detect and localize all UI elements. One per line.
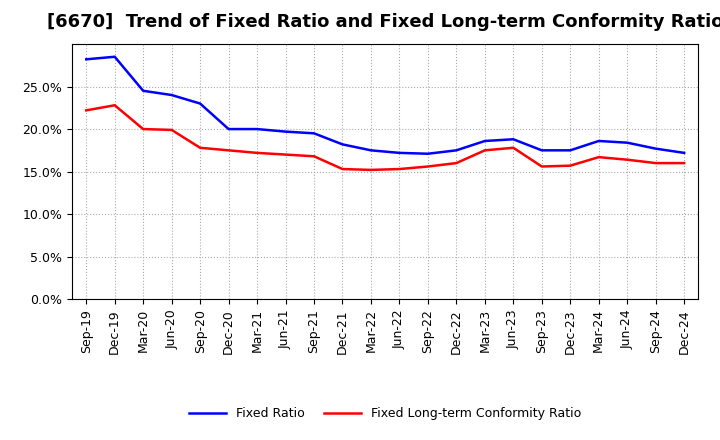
Fixed Ratio — [167, 92, 176, 98]
Fixed Long-term Conformity Ratio — [395, 166, 404, 172]
Fixed Ratio — [282, 129, 290, 134]
Fixed Ratio — [225, 126, 233, 132]
Fixed Ratio — [537, 148, 546, 153]
Fixed Ratio — [110, 54, 119, 59]
Fixed Long-term Conformity Ratio — [366, 167, 375, 172]
Fixed Ratio — [366, 148, 375, 153]
Fixed Ratio — [480, 138, 489, 143]
Fixed Long-term Conformity Ratio — [110, 103, 119, 108]
Fixed Long-term Conformity Ratio — [338, 166, 347, 172]
Fixed Long-term Conformity Ratio — [652, 161, 660, 166]
Fixed Long-term Conformity Ratio — [139, 126, 148, 132]
Fixed Long-term Conformity Ratio — [509, 145, 518, 150]
Fixed Ratio — [680, 150, 688, 155]
Fixed Ratio — [623, 140, 631, 145]
Fixed Long-term Conformity Ratio — [253, 150, 261, 155]
Fixed Ratio — [253, 126, 261, 132]
Title: [6670]  Trend of Fixed Ratio and Fixed Long-term Conformity Ratio: [6670] Trend of Fixed Ratio and Fixed Lo… — [47, 13, 720, 31]
Fixed Ratio — [82, 57, 91, 62]
Fixed Long-term Conformity Ratio — [566, 163, 575, 168]
Fixed Ratio — [595, 138, 603, 143]
Fixed Long-term Conformity Ratio — [423, 164, 432, 169]
Fixed Ratio — [196, 101, 204, 106]
Fixed Ratio — [509, 137, 518, 142]
Fixed Ratio — [139, 88, 148, 93]
Fixed Long-term Conformity Ratio — [623, 157, 631, 162]
Fixed Ratio — [452, 148, 461, 153]
Fixed Ratio — [310, 131, 318, 136]
Fixed Long-term Conformity Ratio — [595, 154, 603, 160]
Fixed Long-term Conformity Ratio — [680, 161, 688, 166]
Fixed Long-term Conformity Ratio — [452, 161, 461, 166]
Fixed Ratio — [338, 142, 347, 147]
Fixed Ratio — [652, 146, 660, 151]
Fixed Ratio — [566, 148, 575, 153]
Fixed Long-term Conformity Ratio — [282, 152, 290, 157]
Fixed Long-term Conformity Ratio — [310, 154, 318, 159]
Line: Fixed Long-term Conformity Ratio: Fixed Long-term Conformity Ratio — [86, 105, 684, 170]
Fixed Long-term Conformity Ratio — [537, 164, 546, 169]
Fixed Ratio — [423, 151, 432, 156]
Fixed Long-term Conformity Ratio — [167, 127, 176, 132]
Line: Fixed Ratio: Fixed Ratio — [86, 57, 684, 154]
Fixed Long-term Conformity Ratio — [225, 148, 233, 153]
Fixed Long-term Conformity Ratio — [196, 145, 204, 150]
Legend: Fixed Ratio, Fixed Long-term Conformity Ratio: Fixed Ratio, Fixed Long-term Conformity … — [184, 403, 587, 425]
Fixed Long-term Conformity Ratio — [82, 108, 91, 113]
Fixed Long-term Conformity Ratio — [480, 148, 489, 153]
Fixed Ratio — [395, 150, 404, 155]
